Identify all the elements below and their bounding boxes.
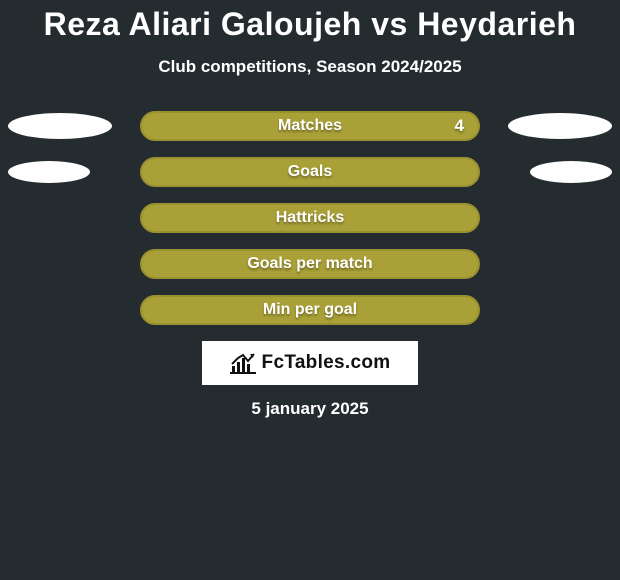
logo-text: FcTables.com (262, 352, 391, 374)
left-ellipse (8, 161, 90, 183)
stat-row: Matches 4 (0, 111, 620, 141)
left-ellipse (8, 113, 112, 139)
stat-bar: Min per goal (140, 295, 480, 325)
stat-bar: Goals (140, 157, 480, 187)
stat-label: Goals (288, 163, 332, 181)
stat-row: Goals per match (0, 249, 620, 279)
stats-rows: Matches 4 Goals Hattricks Goals per match Min… (0, 111, 620, 325)
stat-value-right: 4 (455, 116, 464, 136)
right-ellipse (530, 161, 612, 183)
page-title: Reza Aliari Galoujeh vs Heydarieh (0, 0, 620, 43)
stat-row: Min per goal (0, 295, 620, 325)
stat-bar: Goals per match (140, 249, 480, 279)
stat-label: Min per goal (263, 301, 357, 319)
date-label: 5 january 2025 (0, 399, 620, 419)
stats-card: Reza Aliari Galoujeh vs Heydarieh Club c… (0, 0, 620, 580)
right-ellipse (508, 113, 612, 139)
stat-bar: Matches 4 (140, 111, 480, 141)
stat-bar: Hattricks (140, 203, 480, 233)
stat-row: Goals (0, 157, 620, 187)
chart-icon (230, 352, 256, 374)
stat-label: Matches (278, 117, 342, 135)
stat-label: Goals per match (247, 255, 372, 273)
logo-box: FcTables.com (202, 341, 418, 385)
stat-row: Hattricks (0, 203, 620, 233)
subtitle: Club competitions, Season 2024/2025 (0, 57, 620, 77)
stat-label: Hattricks (276, 209, 344, 227)
